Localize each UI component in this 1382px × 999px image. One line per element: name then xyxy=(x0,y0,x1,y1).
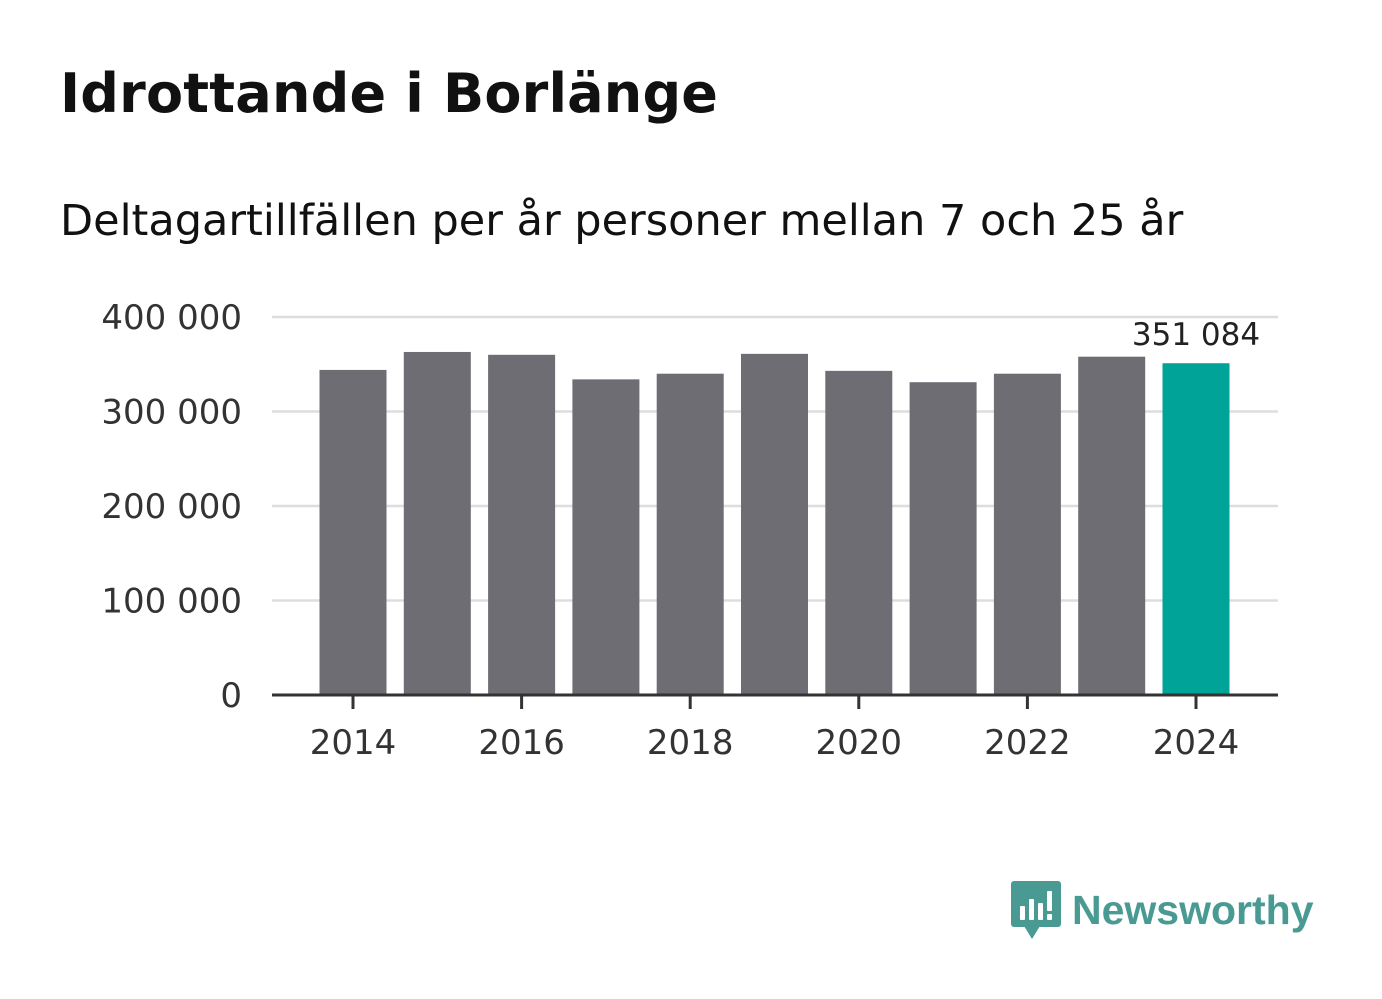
x-tick-label: 2014 xyxy=(310,723,397,763)
x-axis xyxy=(272,693,1278,709)
x-tick-label: 2020 xyxy=(816,723,903,763)
newsworthy-logo-icon xyxy=(1011,881,1061,939)
highlight-bar xyxy=(1162,363,1230,695)
bar xyxy=(572,379,640,695)
bar xyxy=(909,382,977,695)
chart-title: Idrottande i Borlänge xyxy=(60,62,719,125)
bar xyxy=(993,373,1061,695)
newsworthy-logo: Newsworthy xyxy=(1010,878,1314,942)
labels: 0 100 000 200 000 300 000 400 000 351 084 2014… xyxy=(101,298,1260,763)
y-tick-label: 100 000 xyxy=(101,582,242,622)
bar xyxy=(488,354,556,695)
y-tick-label: 200 000 xyxy=(101,487,242,527)
bars xyxy=(319,351,1230,695)
bar xyxy=(656,373,724,695)
bar xyxy=(825,370,893,695)
brand-name: Newsworthy xyxy=(1072,886,1314,933)
data-label: 351 084 xyxy=(1132,317,1260,353)
y-tick-label: 0 xyxy=(220,676,242,716)
y-tick-label: 400 000 xyxy=(101,298,242,338)
x-tick-label: 2022 xyxy=(984,723,1071,763)
bar xyxy=(1078,356,1146,695)
x-tick-label: 2024 xyxy=(1153,723,1240,763)
chart-subtitle: Deltagartillfällen per år personer mella… xyxy=(60,196,1184,246)
x-tick-label: 2016 xyxy=(478,723,565,763)
bar xyxy=(403,351,471,695)
bar xyxy=(319,369,387,695)
y-tick-label: 300 000 xyxy=(101,393,242,433)
x-tick-label: 2018 xyxy=(647,723,734,763)
bar xyxy=(741,353,808,695)
